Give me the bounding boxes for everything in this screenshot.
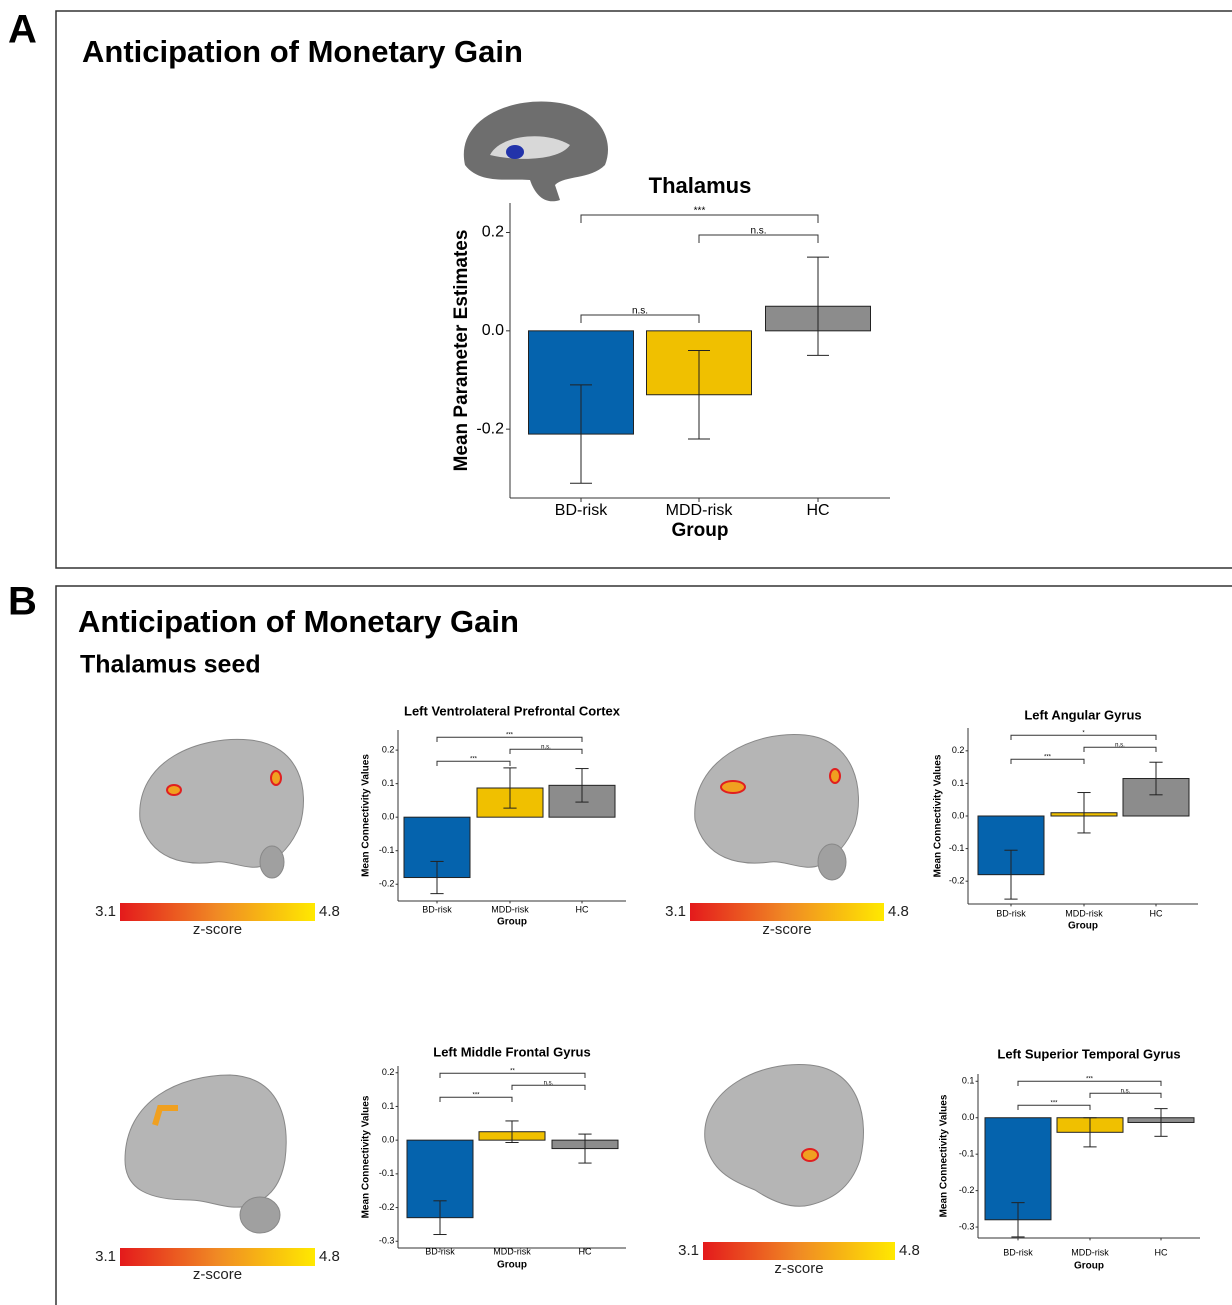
colorbar (120, 903, 315, 921)
panel-label: A (8, 8, 37, 52)
colorbar-label: z-score (774, 1260, 823, 1277)
colorbar-label: z-score (193, 1266, 242, 1283)
significance-label: *** (694, 206, 706, 217)
y-tick-label: 0.0 (952, 810, 965, 820)
colorbar-label: z-score (193, 921, 242, 938)
y-tick-label: -0.2 (476, 420, 504, 437)
colorbar (120, 1248, 315, 1266)
y-axis-label: Mean Connectivity Values (361, 754, 372, 877)
significance-label: n.s. (1115, 742, 1125, 748)
x-axis-label: Group (497, 917, 527, 928)
y-tick-label: 0.1 (952, 778, 965, 788)
x-tick-label: HC (579, 1246, 592, 1256)
y-tick-label: -0.2 (949, 876, 965, 886)
y-axis-label: Mean Connectivity Values (933, 754, 944, 877)
chart-title: Left Angular Gyrus (1024, 707, 1141, 722)
colorbar-max: 4.8 (888, 903, 909, 920)
y-tick-label: 0.0 (482, 322, 504, 339)
x-tick-label: BD-risk (1003, 1247, 1033, 1257)
x-tick-label: HC (1155, 1247, 1168, 1257)
panel-title: Anticipation of Monetary Gain (78, 604, 519, 639)
y-tick-label: 0.0 (962, 1112, 975, 1122)
colorbar-max: 4.8 (319, 903, 340, 920)
significance-label: *** (470, 756, 478, 762)
x-tick-label: HC (806, 502, 829, 519)
x-axis-label: Group (497, 1260, 527, 1271)
x-tick-label: BD-risk (996, 908, 1026, 918)
chart-title: Left Superior Temporal Gyrus (997, 1046, 1180, 1061)
colorbar-min: 3.1 (665, 903, 686, 920)
x-tick-label: BD-risk (555, 502, 608, 519)
figure: A Anticipation of Monetary Gain B Antici… (0, 0, 1232, 1305)
panel-title: Anticipation of Monetary Gain (82, 34, 523, 69)
y-axis-label: Mean Connectivity Values (361, 1095, 372, 1218)
brain-image (125, 1075, 286, 1233)
y-tick-label: 0.2 (952, 745, 965, 755)
x-tick-label: BD-risk (425, 1246, 455, 1256)
x-tick-label: MDD-risk (491, 904, 529, 914)
brain-image (140, 739, 304, 878)
colorbar (690, 903, 884, 921)
x-tick-label: HC (576, 904, 589, 914)
x-tick-label: MDD-risk (1071, 1247, 1109, 1257)
y-tick-label: -0.1 (959, 1149, 975, 1159)
y-tick-label: -0.1 (379, 1168, 395, 1178)
colorbar-max: 4.8 (319, 1248, 340, 1265)
x-axis-label: Group (1068, 921, 1098, 932)
y-tick-label: -0.2 (379, 1202, 395, 1212)
y-tick-label: -0.1 (949, 843, 965, 853)
significance-label: *** (1050, 1100, 1058, 1106)
y-tick-label: -0.2 (959, 1185, 975, 1195)
x-tick-label: MDD-risk (493, 1246, 531, 1256)
significance-label: ** (510, 1068, 515, 1074)
colorbar-min: 3.1 (95, 903, 116, 920)
chart-title: Thalamus (649, 173, 752, 198)
x-tick-label: MDD-risk (1065, 908, 1103, 918)
y-tick-label: -0.3 (379, 1236, 395, 1246)
y-tick-label: -0.3 (959, 1221, 975, 1231)
colorbar-label: z-score (762, 921, 811, 938)
y-tick-label: 0.1 (962, 1076, 975, 1086)
x-axis-label: Group (1074, 1261, 1104, 1272)
colorbar (703, 1242, 895, 1260)
brain-image (695, 734, 859, 880)
significance-label: n.s. (632, 306, 648, 317)
y-tick-label: -0.1 (379, 845, 395, 855)
y-tick-label: 0.2 (482, 224, 504, 241)
y-tick-label: 0.0 (382, 1135, 395, 1145)
x-axis-label: Group (672, 520, 729, 541)
chart-title: Left Middle Frontal Gyrus (433, 1044, 590, 1059)
x-tick-label: HC (1150, 908, 1163, 918)
y-tick-label: 0.2 (382, 1067, 395, 1077)
y-axis-label: Mean Connectivity Values (939, 1094, 950, 1217)
significance-label: n.s. (544, 1080, 554, 1086)
significance-label: n.s. (750, 226, 766, 237)
colorbar-min: 3.1 (678, 1242, 699, 1259)
significance-label: *** (1044, 754, 1052, 760)
significance-label: *** (1086, 1076, 1094, 1082)
significance-label: n.s. (1121, 1088, 1131, 1094)
significance-label: n.s. (541, 744, 551, 750)
chart-title: Left Ventrolateral Prefrontal Cortex (404, 703, 621, 718)
panel-subtitle: Thalamus seed (80, 651, 261, 679)
y-tick-label: 0.1 (382, 778, 395, 788)
x-tick-label: BD-risk (422, 904, 452, 914)
colorbar-max: 4.8 (899, 1242, 920, 1259)
y-tick-label: 0.1 (382, 1101, 395, 1111)
x-tick-label: MDD-risk (666, 502, 734, 519)
brain-image (705, 1064, 864, 1206)
y-tick-label: 0.0 (382, 812, 395, 822)
y-tick-label: 0.2 (382, 744, 395, 754)
brain-icon (464, 102, 608, 202)
significance-label: *** (506, 732, 514, 738)
y-tick-label: -0.2 (379, 879, 395, 889)
panel-frame (56, 11, 1232, 568)
significance-label: *** (472, 1092, 480, 1098)
colorbar-min: 3.1 (95, 1248, 116, 1265)
y-axis-label: Mean Parameter Estimates (451, 230, 472, 472)
panel-label: B (8, 580, 37, 624)
